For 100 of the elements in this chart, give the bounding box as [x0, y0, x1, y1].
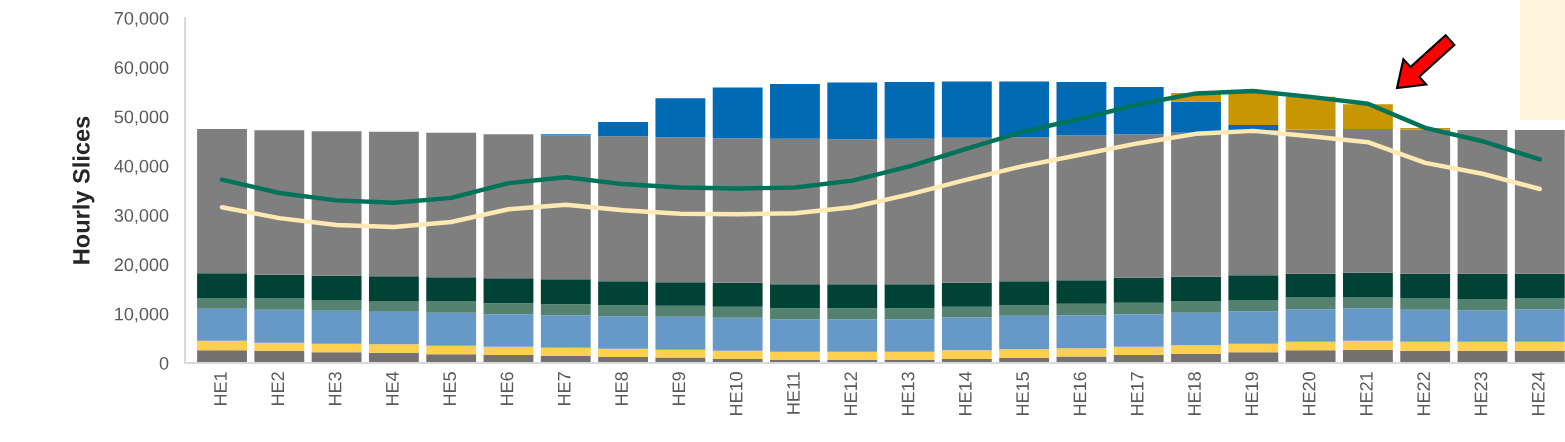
bar [712, 306, 763, 318]
bar [1342, 296, 1393, 309]
x-tick-label: HE7 [558, 372, 571, 405]
x-tick-label: HE8 [615, 372, 628, 405]
bar [1113, 134, 1164, 278]
bar [827, 351, 878, 361]
bar [827, 308, 878, 320]
bar [254, 309, 305, 343]
bar [1400, 273, 1451, 299]
x-tick-label: HE11 [787, 372, 800, 414]
y-tick-label: 10,000 [115, 307, 169, 323]
bar [827, 319, 878, 352]
bar [827, 139, 878, 285]
x-tick-label: HE5 [443, 372, 457, 405]
bar [655, 316, 706, 350]
x-tick-label: HE2 [271, 372, 284, 405]
bar [1056, 315, 1107, 349]
bar [1342, 308, 1393, 341]
bar [941, 350, 992, 360]
bar [1457, 341, 1508, 351]
bar [426, 132, 477, 278]
x-tick-label: HE19 [1245, 372, 1259, 416]
bar [426, 345, 477, 355]
bar [311, 343, 362, 353]
bar [712, 87, 763, 139]
bar [655, 349, 706, 358]
bar [1400, 298, 1451, 310]
bar [941, 282, 992, 307]
bar [1342, 128, 1393, 273]
bar [1400, 309, 1451, 342]
bar [999, 349, 1050, 359]
bar [1400, 350, 1451, 363]
bar [1228, 352, 1279, 363]
bar [540, 304, 591, 316]
bar [1285, 96, 1336, 130]
bar [1285, 309, 1336, 342]
bar [712, 282, 763, 307]
bar [1171, 276, 1221, 301]
bar [1457, 310, 1508, 342]
x-tick-label: HE18 [1188, 372, 1201, 416]
bar [1400, 341, 1451, 351]
bar [1228, 299, 1279, 312]
bar [999, 137, 1050, 282]
bar [712, 138, 763, 283]
bar [197, 350, 247, 363]
bar [770, 351, 820, 361]
bar [1514, 309, 1565, 342]
bar [540, 279, 591, 305]
bar [1228, 91, 1279, 125]
bar [197, 297, 247, 309]
x-tick-label: HE16 [1073, 372, 1087, 416]
bar [999, 315, 1050, 350]
bar [311, 310, 362, 344]
bar [1056, 348, 1107, 357]
line-series [219, 128, 1543, 230]
bar [311, 299, 362, 311]
bar [770, 308, 820, 320]
bar [483, 278, 534, 304]
bar [1113, 87, 1164, 135]
x-tick-label: HE6 [500, 372, 514, 405]
bar [368, 131, 419, 277]
bar [598, 136, 648, 282]
bar [483, 314, 534, 347]
bar [1457, 129, 1508, 274]
bar [426, 354, 477, 363]
bar [368, 276, 419, 301]
x-tick-label: HE21 [1359, 372, 1373, 416]
x-tick-label: HE13 [901, 372, 915, 416]
x-tick-label: HE9 [672, 372, 686, 405]
bar [1228, 275, 1279, 300]
bar [827, 82, 878, 140]
bar [655, 305, 706, 317]
bar [827, 284, 878, 309]
bar [598, 348, 648, 358]
bar [884, 351, 935, 361]
bar [999, 281, 1050, 306]
bar [1171, 345, 1221, 354]
bar [197, 308, 247, 341]
bar [770, 84, 820, 139]
bar [598, 316, 648, 349]
x-tick-label: HE23 [1474, 372, 1488, 416]
bar [1228, 343, 1279, 353]
bar [1342, 340, 1393, 350]
y-tick-label: 50,000 [114, 110, 169, 126]
bar [884, 284, 935, 309]
x-tick-label: HE20 [1302, 372, 1316, 416]
bar [712, 317, 763, 351]
bar [197, 340, 247, 351]
bar [598, 281, 648, 306]
line-series [219, 88, 1543, 206]
x-tick-label: HE24 [1531, 371, 1545, 416]
bar [770, 319, 820, 352]
bar [1400, 129, 1451, 274]
bar [1285, 273, 1336, 298]
bar [540, 315, 591, 348]
bar [1514, 350, 1565, 363]
bar [1514, 298, 1565, 310]
bar [368, 300, 419, 312]
bar [1457, 299, 1508, 311]
bar [254, 274, 305, 299]
